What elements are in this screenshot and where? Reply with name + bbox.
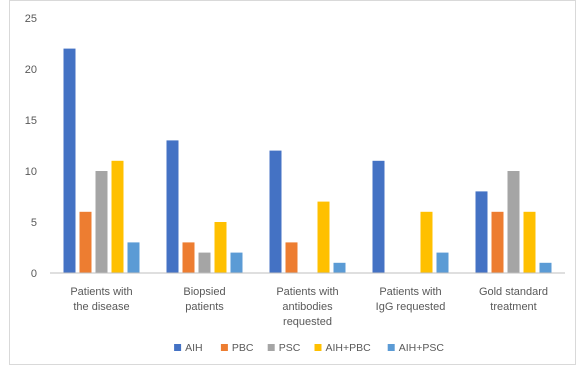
legend-swatch-aih-psc <box>387 344 395 351</box>
bar-aih-pbc-1 <box>214 222 227 273</box>
bar-psc-1 <box>198 252 211 273</box>
bar-aih-pbc-2 <box>317 201 330 273</box>
bar-psc-4 <box>507 171 520 273</box>
legend-swatch-aih-pbc <box>314 344 322 351</box>
legend-label: AIH+PSC <box>399 342 445 354</box>
x-tick-label: patients <box>185 301 224 313</box>
bar-pbc-2 <box>285 242 298 273</box>
y-tick-label: 5 <box>31 217 37 229</box>
bar-pbc-1 <box>182 242 195 273</box>
bar-aih-psc-2 <box>333 262 346 273</box>
bar-aih-psc-1 <box>230 252 243 273</box>
bar-pbc-4 <box>491 211 504 273</box>
bar-aih-0 <box>63 48 76 273</box>
legend: AIH PBC PSC AIH+PBC AIH+PSC <box>174 342 444 354</box>
y-tick-label: 15 <box>25 115 37 127</box>
x-tick-label: the disease <box>73 301 129 313</box>
x-tick-label: IgG requested <box>376 301 446 313</box>
legend-swatch-aih <box>174 344 182 351</box>
x-tick-label: requested <box>283 316 332 328</box>
x-axis: Patients with the disease Biopsied patients… <box>70 286 548 328</box>
legend-swatch-pbc <box>220 344 228 351</box>
x-tick-label: Gold standard <box>479 286 548 298</box>
x-tick-label: Patients with <box>276 286 338 298</box>
x-tick-label: treatment <box>490 301 536 313</box>
bar-aih-3 <box>372 160 385 273</box>
bar-aih-pbc-4 <box>523 211 536 273</box>
x-tick-label: Biopsied <box>183 286 225 298</box>
bar-aih-1 <box>166 140 179 273</box>
legend-swatch-psc <box>267 344 275 351</box>
y-axis: 0 5 10 15 20 25 <box>25 13 37 280</box>
x-tick-label: Patients with <box>379 286 441 298</box>
bar-aih-psc-0 <box>127 242 140 273</box>
y-tick-label: 20 <box>25 64 37 76</box>
y-tick-label: 10 <box>25 166 37 178</box>
y-tick-label: 0 <box>31 268 37 280</box>
bar-psc-0 <box>95 171 108 273</box>
x-tick-label: antibodies <box>282 301 333 313</box>
bar-aih-2 <box>269 150 282 273</box>
bar-aih-4 <box>475 191 488 273</box>
legend-label: AIH <box>185 342 203 354</box>
y-tick-label: 25 <box>25 13 37 25</box>
bar-aih-psc-4 <box>539 262 552 273</box>
bars-group <box>63 48 552 273</box>
legend-label: AIH+PBC <box>326 342 372 354</box>
legend-label: PBC <box>232 342 254 354</box>
x-tick-label: Patients with <box>70 286 132 298</box>
bar-aih-pbc-0 <box>111 160 124 273</box>
bar-pbc-0 <box>79 211 92 273</box>
legend-label: PSC <box>279 342 301 354</box>
bar-aih-psc-3 <box>436 252 449 273</box>
bar-aih-pbc-3 <box>420 211 433 273</box>
